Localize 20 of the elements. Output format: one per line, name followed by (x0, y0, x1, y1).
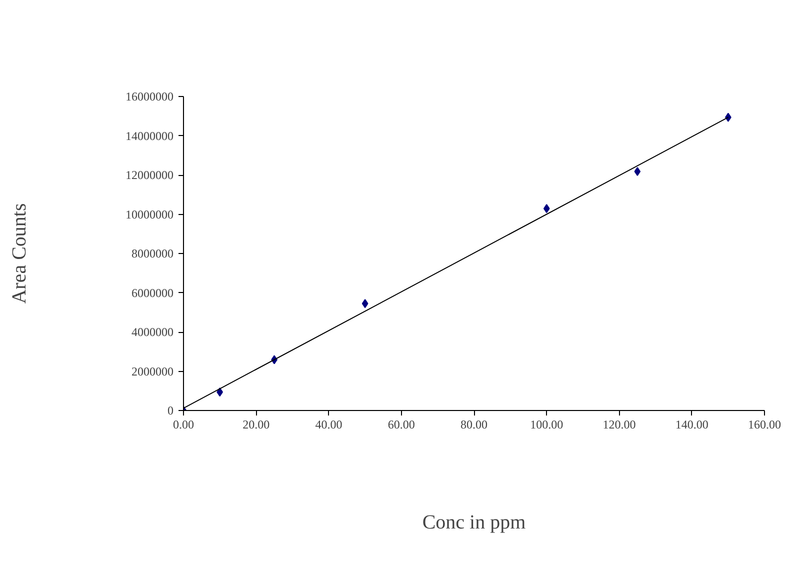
y-tick-label: 0 (168, 404, 174, 418)
y-axis-title: Area Counts (8, 203, 30, 304)
y-tick-label: 4000000 (132, 325, 174, 339)
x-tick-label: 100.00 (530, 418, 564, 432)
y-tick-label: 16000000 (126, 90, 174, 104)
y-tick-label: 10000000 (126, 207, 174, 222)
y-tick-label: 8000000 (132, 246, 174, 260)
x-tick-label: 0.00 (173, 418, 194, 432)
x-tick-label: 120.00 (602, 418, 636, 432)
y-tick-label: 2000000 (132, 364, 174, 378)
x-tick-label: 140.00 (675, 418, 708, 432)
y-tick-label: 14000000 (126, 128, 174, 143)
x-tick-label: 20.00 (242, 418, 270, 432)
y-tick-label: 6000000 (132, 286, 174, 300)
x-tick-label: 160.00 (748, 418, 781, 432)
x-tick-label: 40.00 (315, 418, 342, 432)
y-tick-label: 12000000 (126, 168, 174, 182)
x-tick-label: 80.00 (460, 418, 488, 432)
x-axis-title: Conc in ppm (422, 512, 526, 534)
x-tick-label: 60.00 (388, 418, 415, 432)
